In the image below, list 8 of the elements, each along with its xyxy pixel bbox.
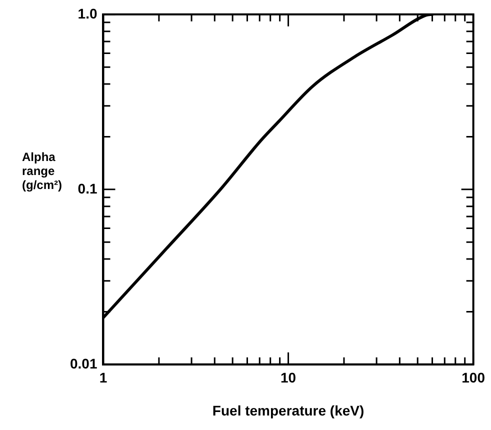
y-tick-label: 0.01: [70, 355, 98, 372]
x-tick-label: 10: [280, 370, 296, 386]
x-tick-label: 1: [99, 370, 108, 386]
y-tick-label: 0.1: [78, 180, 98, 196]
x-axis-title: Fuel temperature (keV): [212, 402, 364, 418]
y-tick-label: 1.0: [78, 5, 98, 22]
y-axis-title: Alpha range (g/cm²): [22, 150, 63, 192]
x-tick-label: 100: [462, 370, 486, 386]
